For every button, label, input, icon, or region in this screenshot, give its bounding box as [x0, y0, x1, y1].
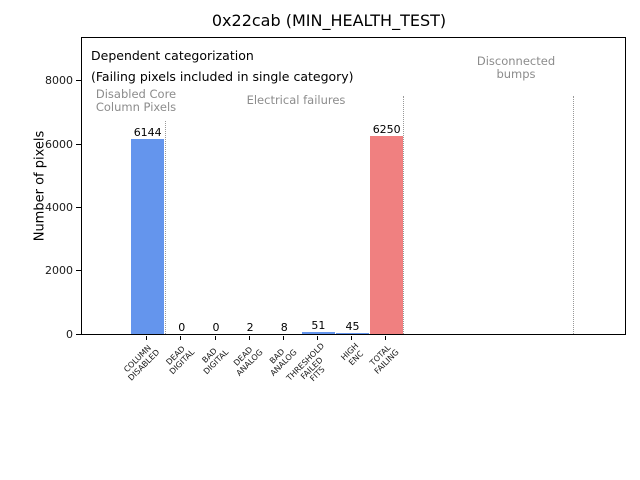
x-tick-label: DEAD ANALOG	[231, 345, 264, 378]
bar	[370, 136, 404, 334]
bar-value-label: 0	[178, 321, 186, 334]
bar	[336, 333, 369, 334]
chart-title: 0x22cab (MIN_HEALTH_TEST)	[211, 11, 447, 30]
bar-value-label: 6250	[372, 123, 401, 136]
y-tick-label: 2000	[45, 264, 73, 278]
x-tick-label: TOTAL FAILING	[368, 343, 401, 376]
y-tick-label: 8000	[45, 74, 73, 88]
x-axis-tick	[282, 336, 284, 340]
y-axis-tick	[76, 270, 81, 272]
section-divider-dotted-line	[403, 96, 405, 334]
x-axis-tick	[351, 336, 352, 340]
section-label-disconnected-bumps: Disconnected bumps	[476, 54, 556, 81]
x-axis-tick	[316, 336, 318, 340]
section-label-disabled-core-column-pixels: Disabled Core Column Pixels	[95, 87, 177, 114]
y-axis-tick	[76, 80, 81, 82]
plot-area: Dependent categorization (Failing pixels…	[81, 37, 626, 335]
x-tick-label: BAD DIGITAL	[200, 346, 230, 376]
x-tick-label: HIGH ENC	[339, 341, 365, 367]
y-tick-label: 0	[66, 327, 73, 341]
bar-value-label: 51	[311, 319, 326, 332]
x-tick-label: DEAD DIGITAL	[163, 344, 196, 376]
bar	[131, 139, 165, 334]
x-axis-tick	[385, 336, 387, 340]
x-axis-tick	[214, 336, 216, 340]
section-label-electrical-failures: Electrical failures	[246, 93, 346, 107]
x-axis-tick	[180, 336, 182, 340]
x-tick-label: COLUMN DISABLED	[122, 343, 162, 383]
y-axis-tick	[76, 333, 81, 335]
y-tick-label: 6000	[45, 137, 73, 151]
x-axis-tick	[248, 336, 250, 340]
x-axis-tick	[146, 336, 148, 340]
y-axis-tick	[76, 206, 81, 208]
section-divider-dotted-line	[165, 121, 167, 334]
bar-value-label: 2	[246, 321, 254, 334]
bar	[301, 332, 335, 334]
bar-value-label: 6144	[133, 126, 162, 139]
section-divider-dotted-line	[573, 96, 575, 334]
y-axis-tick	[76, 143, 81, 145]
y-tick-label: 4000	[45, 200, 73, 214]
bar-value-label: 8	[280, 321, 288, 334]
bar-value-label: 45	[345, 320, 360, 333]
dependent-categorization-note: Dependent categorization (Failing pixels…	[91, 48, 354, 84]
bar-value-label: 0	[212, 321, 220, 334]
